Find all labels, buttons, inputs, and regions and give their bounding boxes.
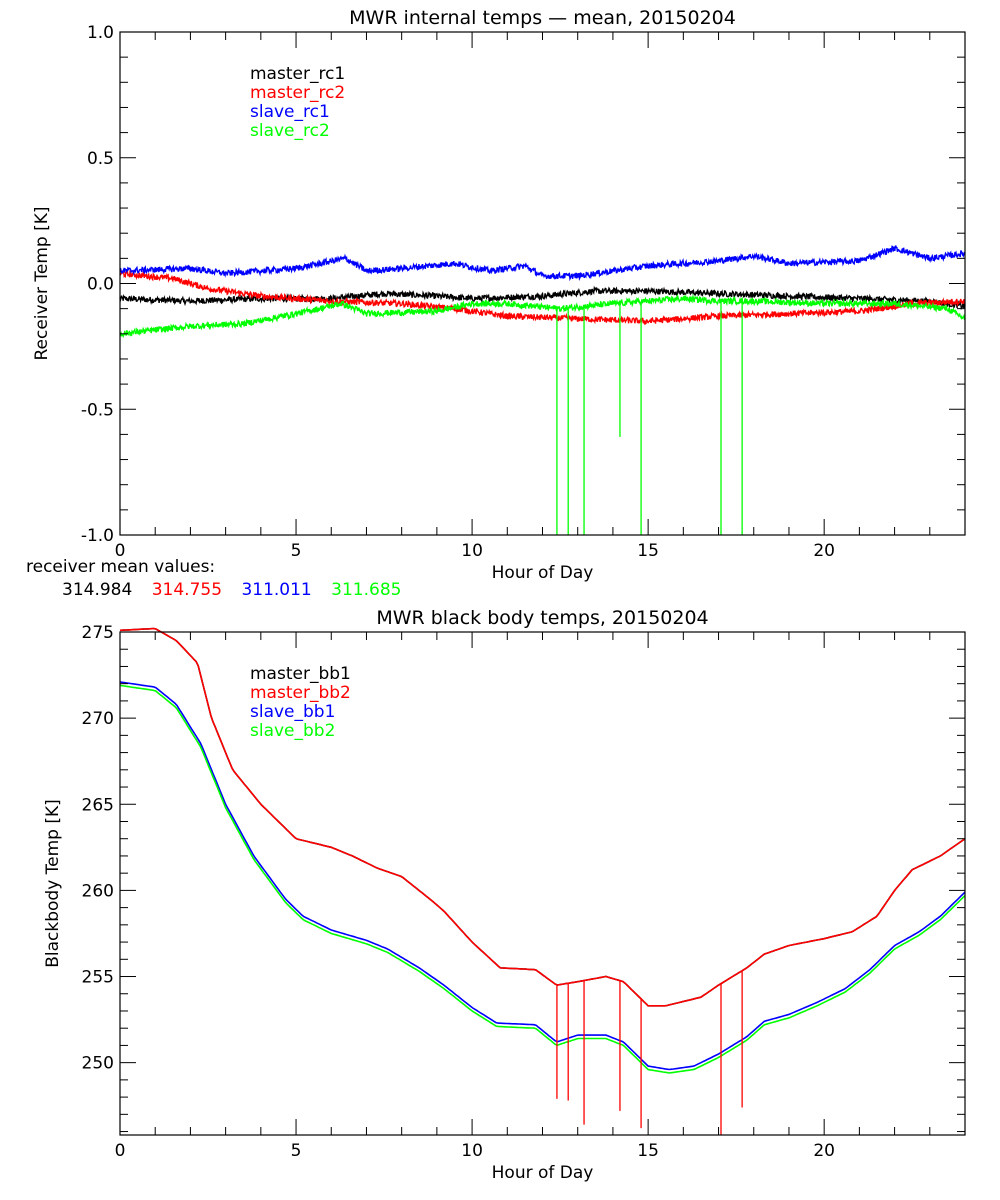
- x-tick-label: 0: [115, 1141, 126, 1161]
- y-tick-label: 260: [82, 881, 114, 901]
- y-axis-label: Blackbody Temp [K]: [43, 799, 63, 968]
- receiver-mean-slave-rc1: 311.011: [241, 580, 312, 600]
- x-tick-label: 20: [813, 541, 835, 561]
- y-tick-label: 1.0: [87, 23, 114, 43]
- receiver-mean-values: 314.984 314.755 311.011 311.685: [62, 580, 401, 600]
- y-tick-label: 255: [82, 968, 114, 988]
- x-tick-label: 15: [637, 1141, 659, 1161]
- legend-slave_rc1: slave_rc1: [250, 102, 330, 122]
- legend-slave_bb1: slave_bb1: [250, 702, 335, 722]
- receiver-mean-master-rc1: 314.984: [62, 580, 133, 600]
- legend-slave_rc2: slave_rc2: [250, 121, 330, 141]
- receiver-mean-master-rc2: 314.755: [151, 580, 223, 600]
- x-tick-label: 10: [461, 541, 483, 561]
- legend-master_bb2: master_bb2: [250, 683, 351, 703]
- y-tick-label: 0.0: [87, 275, 114, 295]
- series-line-master_bb1: [119, 627, 966, 1007]
- legend-master_rc1: master_rc1: [250, 64, 345, 84]
- y-tick-label: 265: [82, 795, 114, 815]
- receiver-mean-label: receiver mean values:: [26, 557, 216, 577]
- series-line-slave_bb2: [119, 684, 966, 1074]
- x-axis-label: Hour of Day: [492, 1163, 594, 1183]
- series-line-master_rc1: [119, 285, 966, 311]
- series-line-master_rc2: [119, 268, 966, 326]
- series-line-slave_rc2: [119, 293, 966, 339]
- y-tick-label: 0.5: [87, 149, 114, 169]
- chart-title: MWR internal temps — mean, 20150204: [349, 7, 736, 29]
- y-tick-label: 250: [82, 1054, 114, 1074]
- x-tick-label: 0: [115, 541, 126, 561]
- x-tick-label: 5: [291, 1141, 302, 1161]
- x-tick-label: 5: [291, 541, 302, 561]
- series-line-slave_rc1: [119, 245, 966, 282]
- legend-master_rc2: master_rc2: [250, 83, 345, 103]
- x-tick-label: 20: [813, 1141, 835, 1161]
- x-tick-label: 10: [461, 1141, 483, 1161]
- y-tick-label: -1.0: [81, 526, 114, 546]
- chart-title: MWR black body temps, 20150204: [376, 607, 708, 629]
- legend-slave_bb2: slave_bb2: [250, 721, 335, 741]
- plot-frame-1: [119, 631, 966, 1136]
- x-axis-label: Hour of Day: [492, 563, 594, 583]
- plot-frame-0: [119, 31, 966, 536]
- series-line-slave_bb1: [119, 681, 966, 1071]
- receiver-mean-slave-rc2: 311.685: [331, 580, 402, 600]
- y-tick-label: 270: [82, 709, 114, 729]
- series-line-master_bb2: [119, 627, 966, 1007]
- y-tick-label: 275: [82, 623, 114, 643]
- y-tick-label: -0.5: [81, 400, 114, 420]
- y-axis-label: Receiver Temp [K]: [32, 206, 52, 360]
- legend-master_bb1: master_bb1: [250, 664, 351, 684]
- x-tick-label: 15: [637, 541, 659, 561]
